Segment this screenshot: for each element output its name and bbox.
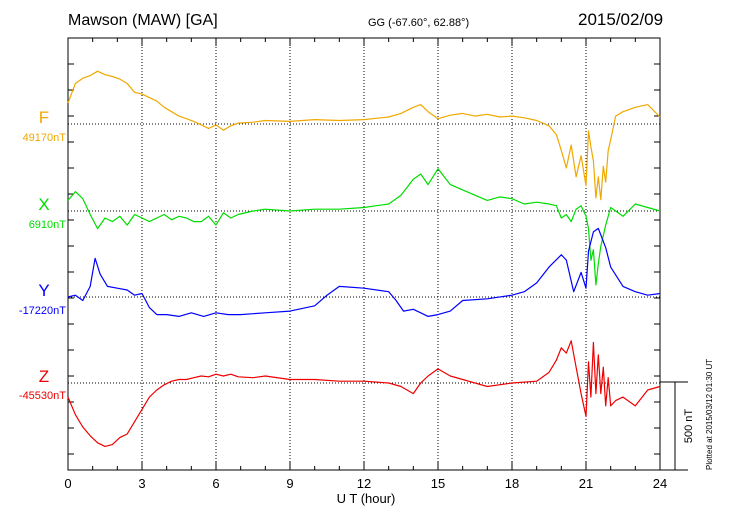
x-tick-label: 0	[64, 476, 71, 491]
series-line-x	[67, 168, 661, 286]
plot-date: 2015/02/09	[578, 10, 664, 29]
component-baseline-y: -17220nT	[18, 305, 66, 317]
x-tick-label: 24	[653, 476, 667, 491]
series-lines	[67, 70, 661, 447]
x-tick-label: 15	[431, 476, 445, 491]
series-line-f	[67, 70, 661, 201]
x-tick-label: 3	[138, 476, 145, 491]
component-baseline-f: 49170nT	[22, 132, 66, 144]
x-tick-label: 9	[286, 476, 293, 491]
series-line-z	[67, 340, 661, 447]
x-tick-label: 18	[505, 476, 519, 491]
x-axis-label: U T (hour)	[337, 491, 396, 506]
station-title: Mawson (MAW) [GA]	[68, 12, 218, 29]
station-coordinates: GG (-67.60°, 62.88°)	[368, 17, 470, 29]
scale-bar: 500 nT	[660, 381, 695, 471]
x-tick-label: 12	[357, 476, 371, 491]
x-tick-labels: 0 3 6 9 12 15 18 21 24	[64, 476, 667, 491]
x-tick-label: 21	[579, 476, 593, 491]
plotted-timestamp: Plotted at 2015/03/12 01:30 UT	[705, 358, 714, 470]
axis-ticks	[67, 38, 661, 470]
grid-lines	[141, 38, 587, 470]
component-baseline-z: -45530nT	[18, 390, 66, 402]
component-label-y: Y	[38, 281, 50, 300]
component-baseline-x: 6910nT	[28, 219, 66, 231]
series-line-y	[67, 227, 661, 317]
component-label-z: Z	[38, 367, 50, 386]
component-label-f: F	[38, 108, 50, 127]
component-label-x: X	[38, 195, 50, 214]
scale-bar-label: 500 nT	[683, 409, 695, 444]
x-tick-label: 6	[212, 476, 219, 491]
